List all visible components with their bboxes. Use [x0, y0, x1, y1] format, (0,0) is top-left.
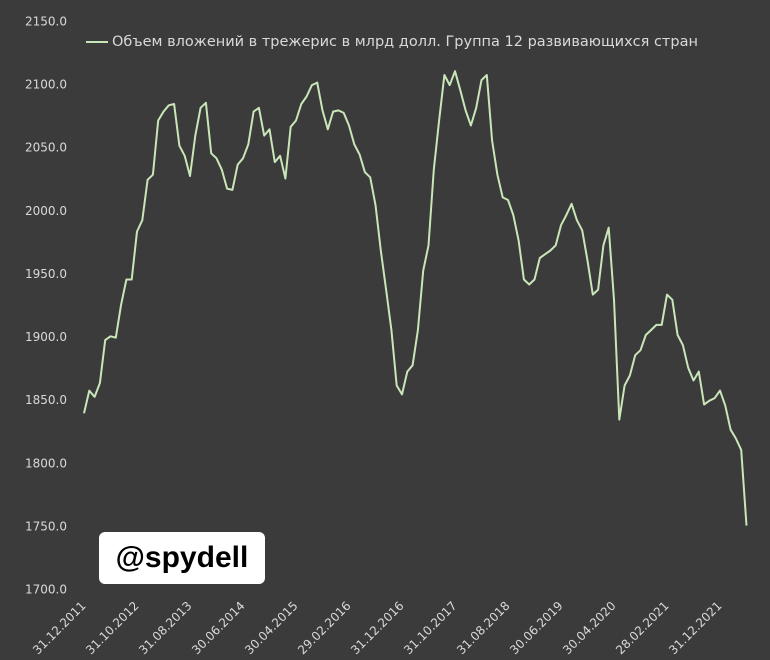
- y-tick-label: 2100.0: [25, 78, 67, 92]
- y-tick-label: 2000.0: [25, 204, 67, 218]
- watermark: @spydell: [116, 541, 249, 574]
- y-tick-label: 1800.0: [25, 456, 67, 470]
- legend-label: Объем вложений в трежерис в млрд долл. Г…: [112, 34, 698, 50]
- watermark-box: [99, 532, 265, 584]
- y-tick-label: 1950.0: [25, 267, 67, 281]
- y-tick-label: 1850.0: [25, 393, 67, 407]
- y-tick-label: 1700.0: [25, 583, 67, 597]
- y-tick-label: 2050.0: [25, 141, 67, 155]
- data-line: [83, 70, 748, 526]
- y-tick-label: 1900.0: [25, 330, 67, 344]
- y-tick-label: 1750.0: [25, 519, 67, 533]
- y-tick-label: 2150.0: [25, 15, 67, 29]
